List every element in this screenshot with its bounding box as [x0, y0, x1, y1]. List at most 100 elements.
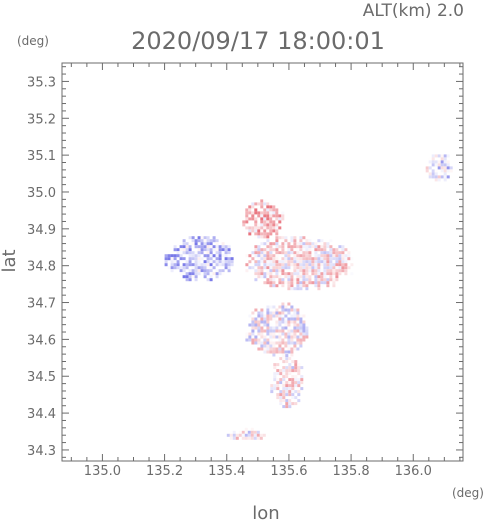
data-cell	[305, 257, 309, 261]
data-cell	[260, 223, 264, 227]
data-cell	[188, 257, 192, 261]
data-cell	[275, 341, 279, 345]
data-cell	[276, 369, 280, 373]
data-cell	[182, 248, 186, 252]
data-cell	[269, 272, 273, 276]
data-cell	[317, 278, 321, 282]
data-cell	[299, 338, 303, 342]
data-cell	[179, 266, 183, 270]
data-cell	[215, 272, 219, 276]
data-cell	[344, 257, 348, 261]
data-cell	[326, 278, 330, 282]
data-cell	[437, 178, 441, 182]
data-cell	[173, 260, 177, 264]
axes: 135.0 135.2 135.4 135.6 135.8 136.0 35.3 35.2 35…	[27, 62, 464, 479]
data-cell	[282, 387, 286, 391]
data-cell	[203, 248, 207, 252]
data-cell	[282, 405, 286, 409]
data-cell	[440, 166, 444, 170]
data-cell	[323, 248, 327, 252]
data-cell	[241, 433, 245, 437]
data-cell	[293, 269, 297, 273]
data-cell	[260, 251, 264, 255]
data-cell	[320, 281, 324, 285]
data-cell	[347, 254, 351, 258]
y-tick-label: 35.1	[27, 149, 56, 164]
data-cell	[227, 257, 231, 261]
data-cell	[341, 263, 345, 267]
data-cell	[305, 242, 309, 246]
data-cell	[209, 260, 213, 264]
data-cell	[297, 369, 301, 373]
data-cell	[254, 260, 258, 264]
data-cell	[278, 329, 282, 333]
data-cell	[311, 269, 315, 273]
data-cell	[278, 266, 282, 270]
data-cell	[235, 430, 239, 434]
data-layer	[164, 154, 453, 440]
data-cell	[323, 254, 327, 258]
data-cell	[266, 350, 270, 354]
data-cell	[293, 248, 297, 252]
data-cell	[341, 257, 345, 261]
data-cell	[170, 257, 174, 261]
data-cell	[167, 257, 171, 261]
data-cell	[293, 263, 297, 267]
data-cell	[209, 263, 213, 267]
data-cell	[272, 269, 276, 273]
data-cell	[431, 163, 435, 167]
data-cell	[263, 202, 267, 206]
data-cell	[290, 236, 294, 240]
data-cell	[335, 272, 339, 276]
data-cell	[197, 239, 201, 243]
region-0	[164, 236, 234, 282]
data-cell	[164, 254, 168, 258]
data-cell	[317, 266, 321, 270]
data-cell	[270, 390, 274, 394]
data-cell	[305, 332, 309, 336]
data-cell	[278, 226, 282, 230]
data-cell	[269, 202, 273, 206]
x-tick-label: 136.0	[395, 464, 432, 479]
data-cell	[302, 272, 306, 276]
data-cell	[296, 284, 300, 288]
data-cell	[437, 166, 441, 170]
data-cell	[278, 214, 282, 218]
data-cell	[254, 335, 258, 339]
data-cell	[206, 242, 210, 246]
data-cell	[269, 242, 273, 246]
data-cell	[272, 326, 276, 330]
data-cell	[284, 320, 288, 324]
data-cell	[299, 254, 303, 258]
data-cell	[290, 248, 294, 252]
data-cell	[226, 433, 230, 437]
data-cell	[209, 239, 213, 243]
data-cell	[275, 335, 279, 339]
data-cell	[297, 378, 301, 382]
data-cell	[275, 263, 279, 267]
data-cell	[293, 278, 297, 282]
data-cell	[257, 332, 261, 336]
data-cell	[266, 254, 270, 258]
data-cell	[221, 269, 225, 273]
data-cell	[446, 166, 450, 170]
data-cell	[443, 178, 447, 182]
data-cell	[251, 332, 255, 336]
data-cell	[281, 266, 285, 270]
data-cell	[341, 248, 345, 252]
data-cell	[276, 393, 280, 397]
data-cell	[260, 323, 264, 327]
data-cell	[329, 266, 333, 270]
data-cell	[293, 323, 297, 327]
data-cell	[290, 329, 294, 333]
data-cell	[269, 335, 273, 339]
data-cell	[281, 242, 285, 246]
data-cell	[287, 338, 291, 342]
data-cell	[257, 317, 261, 321]
data-cell	[326, 263, 330, 267]
data-cell	[260, 257, 264, 261]
data-cell	[279, 402, 283, 406]
data-cell	[437, 160, 441, 164]
data-cell	[256, 436, 260, 440]
data-cell	[185, 263, 189, 267]
